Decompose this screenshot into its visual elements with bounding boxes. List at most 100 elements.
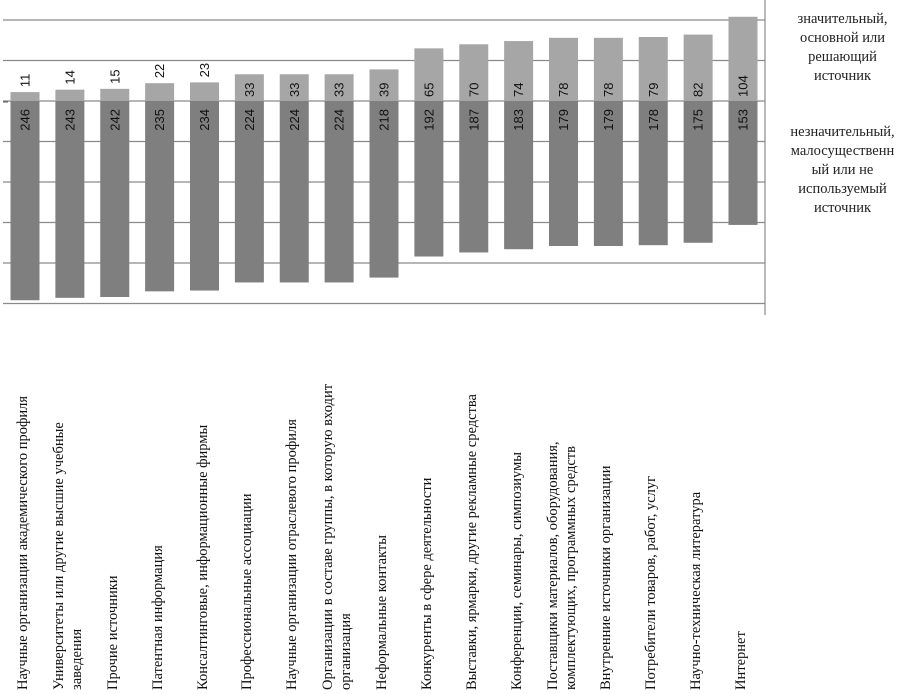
legend-insignificant: незначительный, малосущественн ый или не ис… [770, 123, 915, 218]
bar-significant [100, 88, 130, 101]
data-label-significant: 15 [107, 69, 122, 83]
data-label-insignificant: 179 [601, 109, 616, 131]
data-label-insignificant: 179 [556, 109, 571, 131]
data-label-insignificant: 246 [18, 109, 33, 131]
bar-insignificant [504, 101, 534, 250]
data-label-significant: 22 [152, 64, 167, 78]
bar-insignificant [100, 101, 130, 298]
bar-significant [234, 74, 264, 101]
data-label-significant: 79 [646, 83, 661, 97]
bar-insignificant [414, 101, 444, 257]
category-label: Университеты или другие высшие учебные за… [50, 422, 86, 690]
category-label-line: Патентная информация [149, 545, 166, 690]
bar-insignificant [728, 101, 758, 225]
bar-significant [10, 92, 40, 101]
category-label: Консалтинговые, информационные фирмы [194, 425, 212, 690]
category-label-line: Конкуренты в сфере деятельности [418, 477, 435, 690]
data-label-significant: 33 [332, 83, 347, 97]
category-label: Внутренние источники организации [597, 465, 615, 690]
data-label-insignificant: 242 [107, 109, 122, 131]
data-label-significant: 104 [736, 75, 751, 97]
bar-insignificant [324, 101, 354, 283]
bar-significant [459, 44, 489, 101]
category-label-line: Внутренние источники организации [598, 465, 615, 690]
legend-line: ый или не [811, 162, 874, 178]
category-label-line: Организации в составе группы, в которую … [320, 383, 337, 690]
bar-insignificant [683, 101, 713, 243]
bar-significant [638, 37, 668, 101]
bar-significant [414, 48, 444, 101]
category-label-line: Потребители товаров, работ, услуг [643, 475, 660, 690]
category-label: Конкуренты в сфере деятельности [418, 478, 436, 690]
data-label-significant: 23 [197, 63, 212, 77]
legend-line: решающий [808, 49, 877, 65]
bar-significant [683, 34, 713, 101]
category-label-line: Консалтинговые, информационные фирмы [194, 424, 211, 690]
data-label-insignificant: 187 [466, 109, 481, 131]
data-label-insignificant: 224 [242, 109, 257, 131]
data-label-insignificant: 153 [736, 109, 751, 131]
data-label-significant: 74 [511, 83, 526, 97]
category-label: Конференции, семинары, симпозиумы [508, 452, 526, 690]
data-label-significant: 14 [62, 70, 77, 84]
bar-significant [324, 74, 354, 101]
category-label: Выставки, ярмарки, другие рекламные сред… [463, 394, 481, 690]
bar-significant [549, 37, 578, 101]
legend-line: источник [813, 68, 872, 84]
category-label-line: организация [338, 613, 355, 690]
category-label-line: Поставщики материалов, оборудования, [544, 441, 561, 690]
data-label-significant: 39 [377, 83, 392, 97]
data-label-insignificant: 224 [332, 109, 347, 131]
category-label: Научные организации академического профи… [14, 396, 32, 690]
category-label-line: заведения [68, 628, 85, 690]
bar-insignificant [549, 101, 578, 246]
category-label-line: Научно-техническая литература [688, 491, 705, 690]
bar-significant [728, 16, 758, 101]
category-label: Научно-техническая литература [687, 492, 705, 690]
bar-significant [145, 83, 175, 101]
category-label: Потребители товаров, работ, услуг [642, 476, 660, 690]
data-label-significant: 33 [287, 83, 302, 97]
bar-significant [279, 74, 309, 101]
category-label-line: Выставки, ярмарки, другие рекламные сред… [463, 394, 480, 690]
bar-insignificant [593, 101, 623, 246]
category-label-line: комплектующих, программных средств [562, 446, 579, 690]
category-label: Профессиональные ассоциации [238, 493, 256, 690]
data-label-insignificant: 243 [62, 109, 77, 131]
data-label-insignificant: 234 [197, 109, 212, 131]
bar-significant [190, 82, 219, 101]
legend-line: незначительный, [790, 124, 895, 140]
bar-significant [55, 89, 85, 101]
category-label-line: Прочие источники [104, 575, 121, 690]
category-label-line: Неформальные контакты [374, 534, 390, 690]
bar-insignificant [55, 101, 85, 298]
bar-insignificant [638, 101, 668, 246]
category-label-line: Профессиональные ассоциации [239, 493, 256, 690]
bar-insignificant [234, 101, 264, 283]
data-label-significant: 78 [556, 83, 571, 97]
data-label-insignificant: 192 [421, 109, 436, 131]
legend-line: основной или [799, 30, 886, 46]
category-label-line: Научные организации академического профи… [15, 395, 31, 690]
legend-line: значительный, [797, 11, 888, 27]
data-label-insignificant: 183 [511, 109, 526, 131]
bar-insignificant [459, 101, 489, 253]
legend-line: используемый [798, 181, 887, 197]
data-label-significant: 65 [421, 83, 436, 97]
category-label: Организации в составе группы, в которую … [319, 384, 355, 690]
data-label-significant: 82 [691, 83, 706, 97]
data-label-significant: 33 [242, 83, 257, 97]
data-label-insignificant: 178 [646, 109, 661, 131]
data-label-insignificant: 235 [152, 109, 167, 131]
category-label: Интернет [732, 631, 750, 690]
data-label-insignificant: 224 [287, 109, 302, 131]
category-label-line: Университеты или другие высшие учебные [50, 422, 67, 690]
category-label: Неформальные контакты [373, 535, 391, 690]
data-label-insignificant: 218 [377, 109, 392, 131]
data-label-significant: 70 [466, 83, 481, 97]
data-label-significant: 11 [18, 74, 33, 88]
category-label-line: Интернет [733, 631, 749, 690]
category-label-line: Научные организации отраслевого профиля [284, 419, 301, 690]
legend-line: источник [813, 200, 872, 216]
bar-insignificant [10, 101, 40, 301]
